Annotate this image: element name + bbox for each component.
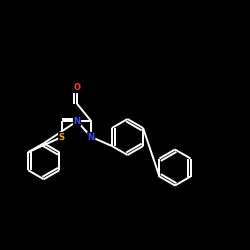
Text: S: S [59, 132, 65, 141]
Text: O: O [74, 84, 80, 92]
Text: N: N [88, 132, 95, 141]
Text: N: N [74, 117, 80, 126]
